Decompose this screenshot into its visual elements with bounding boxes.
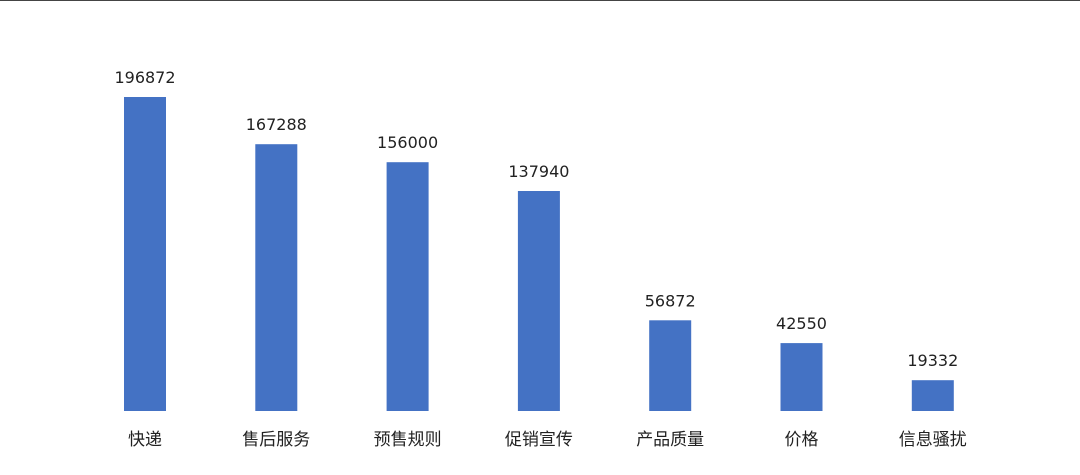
- value-labels-group: 196872 167288 156000 137940 56872 42550 19332: [114, 68, 958, 370]
- category-label-1: 售后服务: [242, 430, 310, 450]
- bar-3: [517, 191, 560, 411]
- category-label-5: 价格: [785, 430, 819, 450]
- value-label-0: 196872: [114, 68, 175, 87]
- bar-0: [124, 97, 166, 411]
- bar-5: [780, 343, 823, 411]
- bar-6: [911, 380, 954, 411]
- bar-4: [649, 320, 692, 411]
- bar-1: [255, 144, 298, 411]
- category-label-4: 产品质量: [636, 430, 704, 450]
- value-label-3: 137940: [508, 162, 569, 181]
- category-label-2: 预售规则: [374, 430, 442, 450]
- category-label-3: 促销宣传: [505, 430, 573, 450]
- value-label-5: 42550: [776, 314, 827, 333]
- value-label-6: 19332: [907, 351, 958, 370]
- bar-2: [386, 162, 429, 411]
- category-label-0: 快递: [128, 430, 162, 450]
- category-label-6: 信息骚扰: [899, 430, 967, 450]
- value-label-2: 156000: [377, 133, 438, 152]
- value-label-1: 167288: [246, 115, 307, 134]
- category-labels-group: 快递 售后服务 预售规则 促销宣传 产品质量 价格 信息骚扰: [128, 430, 967, 450]
- bars-group: [124, 97, 954, 411]
- value-label-4: 56872: [645, 291, 696, 310]
